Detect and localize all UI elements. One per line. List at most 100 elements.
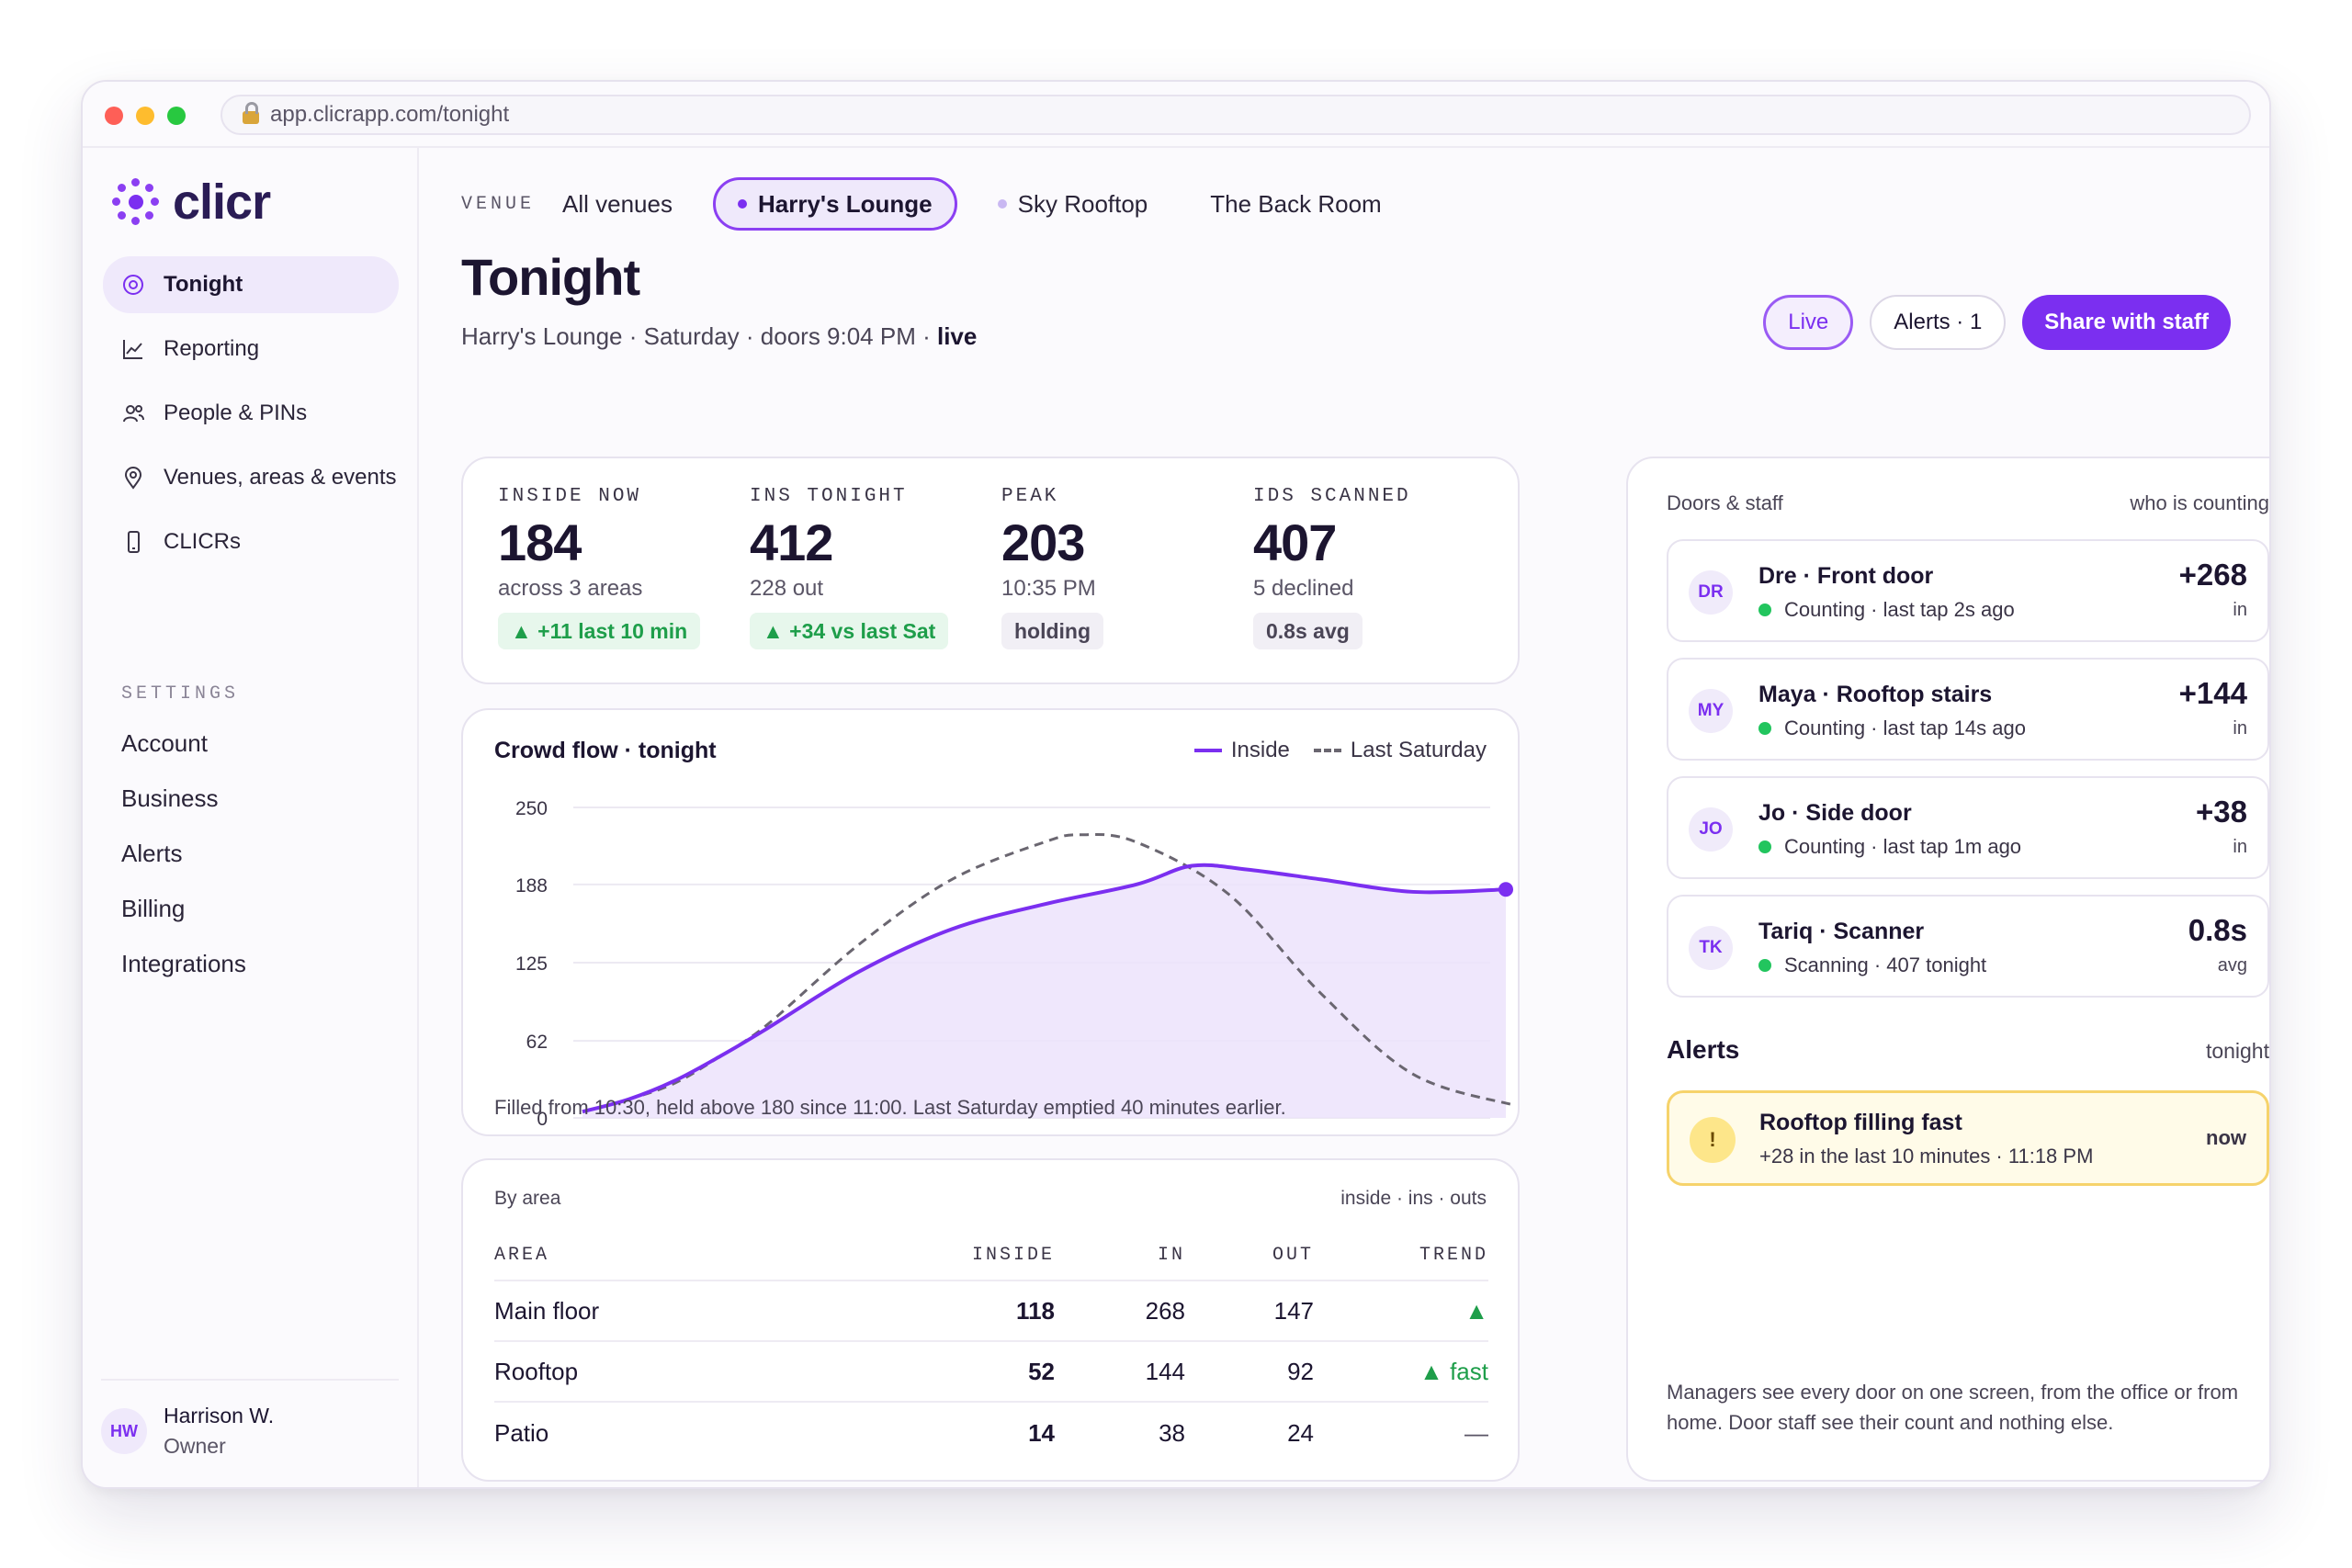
- stat-pill: ▲ +11 last 10 min: [498, 613, 701, 649]
- stat-peak: PEAK 203 10:35 PM holding: [1001, 486, 1104, 649]
- by-area-title: By area: [494, 1188, 561, 1209]
- area-in: 38: [1159, 1418, 1185, 1447]
- staff-status-text: Scanning · 407 tonight: [1784, 953, 1987, 976]
- area-name: Main floor: [494, 1296, 600, 1325]
- alert-card[interactable]: ! Rooftop filling fast +28 in the last 1…: [1667, 1090, 2269, 1186]
- sidebar-item-reporting[interactable]: Reporting: [103, 321, 399, 378]
- minimize-window-button[interactable]: [136, 107, 154, 125]
- crowd-flow-card: 0621251882509 PM10 PM11 PM12 AM1 AM2 AM …: [461, 708, 1520, 1136]
- header-actions: Live Alerts · 1 Share with staff: [1747, 295, 2231, 350]
- maximize-window-button[interactable]: [167, 107, 186, 125]
- staff-status: Counting · last tap 14s ago: [1758, 716, 2026, 740]
- settings-item-integrations[interactable]: Integrations: [121, 949, 246, 977]
- tab-all-venues[interactable]: All venues: [540, 177, 695, 231]
- settings-item-business[interactable]: Business: [121, 784, 219, 812]
- sidebar-item-label: Venues, areas & events: [164, 465, 397, 490]
- alert-title: Rooftop filling fast: [1759, 1110, 1962, 1135]
- area-out: 24: [1287, 1418, 1314, 1447]
- venue-dot-icon: [737, 199, 747, 209]
- staff-name: Dre · Front door: [1758, 563, 1934, 589]
- share-with-staff-button[interactable]: Share with staff: [2022, 295, 2231, 350]
- legend-last-saturday-label: Last Saturday: [1350, 738, 1487, 762]
- staff-count-unit: avg: [2217, 955, 2247, 976]
- tab-sky-rooftop[interactable]: Sky Rooftop: [976, 177, 1170, 231]
- stat-ins-tonight: INS TONIGHT 412 228 out ▲ +34 vs last Sa…: [750, 486, 949, 649]
- stat-inside-now: INSIDE NOW 184 across 3 areas ▲ +11 last…: [498, 486, 701, 649]
- settings-item-alerts[interactable]: Alerts: [121, 839, 183, 867]
- stat-value: 412: [750, 513, 833, 571]
- target-icon: [121, 273, 145, 297]
- sidebar-item-tonight[interactable]: Tonight: [103, 256, 399, 313]
- tab-harrys-lounge[interactable]: Harry's Lounge: [712, 177, 957, 231]
- chart-title: Crowd flow · tonight: [494, 738, 717, 763]
- col-out: OUT: [1272, 1244, 1314, 1266]
- avatar: TK: [1689, 926, 1733, 970]
- warning-icon: !: [1690, 1117, 1736, 1163]
- table-row[interactable]: Main floor 118 268 147 ▲: [494, 1281, 1488, 1342]
- stat-label: IDS SCANNED: [1253, 486, 1411, 507]
- staff-status-text: Counting · last tap 2s ago: [1784, 598, 2015, 621]
- stat-value: 184: [498, 513, 582, 571]
- legend-last-saturday-swatch: [1313, 749, 1341, 752]
- venue-tabs: All venues Harry's Lounge Sky Rooftop Th…: [540, 177, 1422, 231]
- user-profile[interactable]: HW Harrison W. Owner: [101, 1379, 399, 1461]
- settings-item-billing[interactable]: Billing: [121, 894, 186, 922]
- alerts-button[interactable]: Alerts · 1: [1870, 295, 2007, 350]
- col-area: AREA: [494, 1244, 550, 1266]
- logo-text: clicr: [173, 175, 271, 230]
- browser-window: app.clicrapp.com/tonight clicr: [81, 80, 2271, 1489]
- alert-time: now: [2206, 1126, 2246, 1149]
- sidebar-item-label: CLICRs: [164, 529, 242, 554]
- sidebar-item-people[interactable]: People & PINs: [103, 385, 399, 442]
- by-area-table: AREA INSIDE IN OUT TREND Main floor 118 …: [494, 1230, 1488, 1463]
- staff-name: Tariq · Scanner: [1758, 919, 1925, 944]
- tab-label: All venues: [562, 189, 673, 218]
- staff-count-unit: in: [2233, 718, 2247, 739]
- settings-item-account[interactable]: Account: [121, 728, 208, 757]
- phone-icon: [121, 530, 145, 554]
- user-name: Harrison W.: [164, 1404, 275, 1427]
- staff-card[interactable]: TK Tariq · Scanner Scanning · 407 tonigh…: [1667, 895, 2269, 998]
- area-inside: 14: [1028, 1418, 1055, 1447]
- table-row[interactable]: Rooftop 52 144 92 ▲ fast: [494, 1342, 1488, 1403]
- staff-count-unit: in: [2233, 600, 2247, 620]
- url-text: app.clicrapp.com/tonight: [270, 102, 510, 127]
- current-value-point: [1498, 882, 1513, 897]
- tab-back-room[interactable]: The Back Room: [1188, 177, 1403, 231]
- stat-pill: ▲ +34 vs last Sat: [750, 613, 949, 649]
- stat-value: 407: [1253, 513, 1337, 571]
- table-row[interactable]: Patio 14 38 24 —: [494, 1403, 1488, 1463]
- logo[interactable]: clicr: [110, 174, 271, 231]
- alerts-title: Alerts: [1667, 1035, 1740, 1064]
- live-button[interactable]: Live: [1763, 295, 1854, 350]
- sidebar-item-clicrs[interactable]: CLICRs: [103, 513, 399, 570]
- sidebar: clicr Tonight Reporting People & PINs: [83, 148, 419, 1487]
- settings-heading: SETTINGS: [121, 683, 240, 705]
- stat-sub: across 3 areas: [498, 576, 643, 601]
- area-in: 268: [1145, 1296, 1185, 1325]
- staff-card[interactable]: MY Maya · Rooftop stairs Counting · last…: [1667, 658, 2269, 761]
- staff-status-text: Counting · last tap 14s ago: [1784, 716, 2026, 739]
- staff-status-text: Counting · last tap 1m ago: [1784, 835, 2022, 858]
- staff-count: +144: [2178, 676, 2247, 710]
- area-trend: ▲: [1464, 1296, 1488, 1325]
- sidebar-item-venues[interactable]: Venues, areas & events: [103, 449, 399, 506]
- address-bar[interactable]: app.clicrapp.com/tonight: [220, 95, 2251, 135]
- area-out: 147: [1273, 1296, 1314, 1325]
- doors-title: Doors & staff: [1667, 491, 1783, 514]
- by-area-subtitle: inside · ins · outs: [1340, 1188, 1487, 1209]
- y-tick-label: 250: [515, 798, 548, 819]
- legend-inside-swatch: [1193, 749, 1222, 752]
- col-inside: INSIDE: [971, 1244, 1055, 1266]
- col-in: IN: [1157, 1244, 1185, 1266]
- area-trend: ▲ fast: [1419, 1357, 1488, 1385]
- area-out: 92: [1287, 1357, 1314, 1385]
- staff-card[interactable]: JO Jo · Side door Counting · last tap 1m…: [1667, 776, 2269, 879]
- avatar: DR: [1689, 570, 1733, 615]
- sidebar-item-label: Tonight: [164, 272, 243, 297]
- sidebar-item-label: People & PINs: [164, 400, 308, 425]
- stat-ids-scanned: IDS SCANNED 407 5 declined 0.8s avg: [1253, 486, 1411, 649]
- staff-card[interactable]: DR Dre · Front door Counting · last tap …: [1667, 539, 2269, 642]
- close-window-button[interactable]: [105, 107, 123, 125]
- footnote: Managers see every door on one screen, f…: [1667, 1381, 2239, 1434]
